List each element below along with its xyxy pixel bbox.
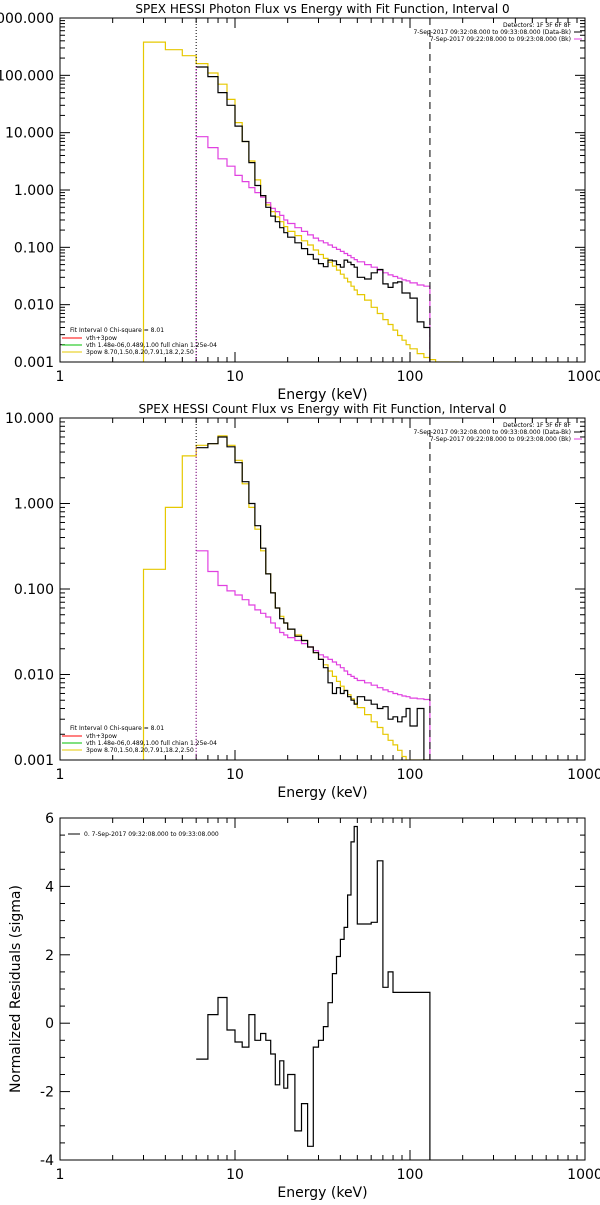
- series-line-bk: [196, 136, 431, 362]
- x-tick-label: 100: [397, 1167, 424, 1183]
- x-tick-label: 1: [56, 767, 65, 783]
- y-tick-label: 1.000: [14, 183, 54, 199]
- series-line-data-bk: [196, 66, 431, 362]
- fit-legend-label: vth 1.48e-06,0.489,1.00 full chian 1.25e…: [86, 740, 217, 747]
- plot-frame: [59, 817, 586, 1161]
- plot-area: [142, 418, 431, 760]
- detector-info-line: Detectors: 1F 3F 6F 8F: [503, 22, 572, 29]
- residual-legend-label: 0. 7-Sep-2017 09:32:08.000 to 09:33:08.0…: [84, 831, 219, 838]
- x-tick-label: 100: [397, 767, 424, 783]
- photon-flux-chart: SPEX HESSI Photon Flux vs Energy with Fi…: [0, 2, 600, 403]
- x-tick-label: 100: [397, 369, 424, 385]
- x-tick-label: 1000: [567, 1167, 600, 1183]
- fit-legend-label: 3pow 8.70,1.50,8.20,7.91,18.2,2.50: [86, 349, 194, 356]
- fit-legend-header: Fit Interval 0 Chi-square = 8.01: [70, 327, 164, 334]
- y-tick-label: 10.000: [5, 126, 54, 142]
- y-tick-label: 0: [45, 1016, 54, 1032]
- series-line-0-7-sep-2017-09-32-08-000-to-09-33-08-000: [196, 825, 431, 1160]
- series-line-3pow: [142, 41, 460, 362]
- y-tick-label: 0.100: [14, 582, 54, 598]
- y-tick-label: 1000.000: [0, 11, 54, 27]
- fit-legend-label: vth 1.48e-06,0.489,1.00 full chian 1.25e…: [86, 342, 217, 349]
- x-tick-label: 1000: [567, 767, 600, 783]
- y-tick-label: 100.000: [0, 68, 54, 84]
- y-axis-label: Normalized Residuals (sigma): [8, 885, 24, 1093]
- x-tick-label: 1000: [567, 369, 600, 385]
- x-axis-label: Energy (keV): [277, 387, 367, 403]
- y-tick-label: 0.001: [14, 753, 54, 769]
- detector-info-line: Detectors: 1F 3F 6F 8F: [503, 422, 572, 429]
- fit-legend-header: Fit Interval 0 Chi-square = 8.01: [70, 725, 164, 732]
- fit-legend-label: 3pow 8.70,1.50,8.20,7.91,18.2,2.50: [86, 747, 194, 754]
- y-tick-label: 0.010: [14, 668, 54, 684]
- detector-info-line: 7-Sep-2017 09:22:08.000 to 09:23:08.000 …: [430, 36, 571, 43]
- y-tick-label: -4: [40, 1153, 54, 1169]
- y-tick-label: -2: [40, 1085, 54, 1101]
- chart-title: SPEX HESSI Photon Flux vs Energy with Fi…: [135, 2, 509, 16]
- plot-area: [196, 825, 431, 1160]
- x-axis-label: Energy (keV): [277, 1185, 367, 1200]
- x-tick-label: 1: [56, 1167, 65, 1183]
- y-tick-label: 2: [45, 948, 54, 964]
- plot-area: [142, 18, 460, 362]
- y-tick-label: 0.001: [14, 355, 54, 371]
- detector-info-line: 7-Sep-2017 09:32:08.000 to 09:33:08.000 …: [413, 29, 571, 36]
- x-tick-label: 1: [56, 369, 65, 385]
- residuals-chart: 1 10 100 1000 Energy (keV) -4 -2 0 2 4 6 Normalized…: [8, 811, 600, 1201]
- y-tick-label: 0.010: [14, 298, 54, 314]
- y-tick-label: 10.000: [5, 411, 54, 427]
- y-tick-label: 0.100: [14, 240, 54, 256]
- detector-info-line: 7-Sep-2017 09:32:08.000 to 09:33:08.000 …: [413, 429, 571, 436]
- fit-legend-label: vth+3pow: [86, 733, 117, 740]
- y-tick-label: 6: [45, 811, 54, 827]
- x-tick-label: 10: [226, 1167, 244, 1183]
- detector-info-line: 7-Sep-2017 09:22:08.000 to 09:23:08.000 …: [430, 436, 571, 443]
- series-line-3pow: [142, 435, 431, 760]
- count-flux-chart: SPEX HESSI Count Flux vs Energy with Fit…: [5, 402, 600, 801]
- y-tick-label: 1.000: [14, 497, 54, 513]
- x-tick-label: 10: [226, 767, 244, 783]
- series-line-data-bk: [196, 436, 431, 760]
- series-line-bk: [196, 550, 431, 760]
- plot-frame: [59, 17, 586, 363]
- fit-legend-label: vth+3pow: [86, 335, 117, 342]
- plot-frame: [59, 417, 586, 761]
- x-axis-label: Energy (keV): [277, 785, 367, 801]
- chart-title: SPEX HESSI Count Flux vs Energy with Fit…: [138, 402, 506, 416]
- x-tick-label: 10: [226, 369, 244, 385]
- y-tick-label: 4: [45, 879, 54, 895]
